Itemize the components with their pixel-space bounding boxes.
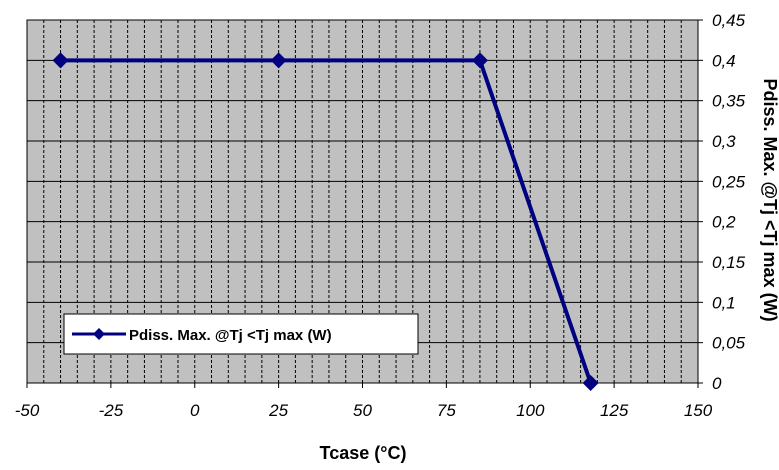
x-tick-label: 75	[437, 401, 456, 420]
y-tick-label: 0,2	[712, 213, 736, 232]
y-tick-label: 0,45	[712, 11, 746, 30]
y-tick-label: 0,25	[712, 172, 746, 191]
y-tick-label: 0	[712, 374, 722, 393]
legend: Pdiss. Max. @Tj <Tj max (W)	[63, 313, 419, 355]
data-point	[52, 52, 69, 69]
legend-marker	[93, 328, 105, 340]
x-tick-label: 100	[516, 401, 545, 420]
x-tick-label: 0	[190, 401, 200, 420]
y-axis-ticks: 0 0,05 0,1 0,15 0,2 0,25 0,3 0,35 0,4 0,45	[698, 11, 746, 393]
x-tick-label: 25	[268, 401, 288, 420]
x-tick-label: 150	[684, 401, 713, 420]
y-tick-label: 0,1	[712, 293, 736, 312]
y-tick-label: 0,05	[712, 334, 746, 353]
series-layer	[52, 52, 599, 391]
y-tick-label: 0,15	[712, 253, 746, 272]
x-tick-label: -50	[15, 401, 40, 420]
data-point	[471, 52, 488, 69]
x-axis-ticks: -50 -25 0 25 50 75 100 125 150	[15, 383, 713, 420]
x-tick-label: -25	[99, 401, 124, 420]
y-axis-title: Pdiss. Max. @Tj <Tj max (W)	[760, 78, 779, 321]
x-tick-label: 50	[353, 401, 372, 420]
data-point	[582, 375, 599, 391]
legend-label: Pdiss. Max. @Tj <Tj max (W)	[129, 327, 332, 344]
data-point	[270, 52, 287, 69]
y-tick-label: 0,3	[712, 132, 736, 151]
series-line	[60, 58, 593, 384]
x-axis-title: Tcase (°C)	[320, 443, 407, 463]
x-tick-label: 125	[600, 401, 629, 420]
y-tick-label: 0,35	[712, 92, 746, 111]
y-tick-label: 0,4	[712, 51, 736, 70]
